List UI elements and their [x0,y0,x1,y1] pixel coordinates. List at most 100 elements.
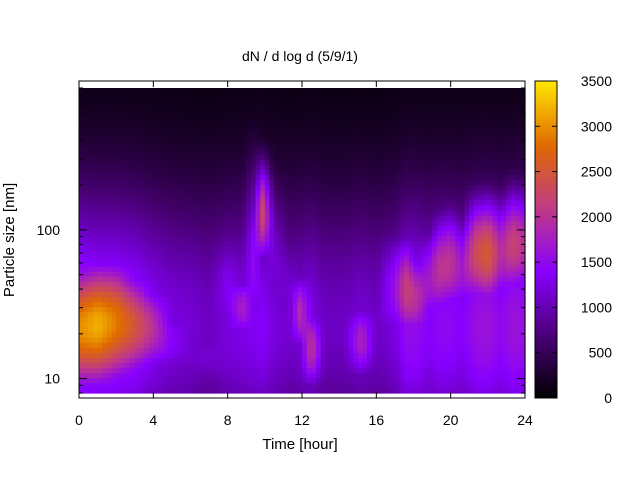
heatmap-cell [380,332,387,338]
heatmap-cell [446,372,452,379]
heatmap-cell [97,113,103,120]
heatmap-cell [92,362,99,369]
heatmap-cell [83,301,89,308]
heatmap-cell [441,337,447,343]
heatmap-cell [236,332,243,338]
heatmap-cell [343,276,350,282]
heatmap-cell [385,347,391,353]
heatmap-cell [264,276,271,282]
heatmap-cell [288,352,294,359]
heatmap-cell [116,164,122,170]
heatmap-cell [376,118,382,125]
heatmap-cell [223,143,229,150]
heatmap-cell [181,337,187,343]
heatmap-cell [153,301,159,308]
heatmap-cell [459,113,466,120]
heatmap-cell [288,332,294,338]
heatmap-cell [195,113,201,120]
heatmap-cell [278,149,285,155]
heatmap-cell [408,326,415,333]
heatmap-cell [144,362,150,369]
heatmap-cell [283,103,289,109]
heatmap-cell [116,98,122,104]
heatmap-cell [288,321,294,328]
heatmap-cell [399,154,405,160]
heatmap-cell [408,382,415,389]
heatmap-cell [250,316,257,323]
heatmap-cell [176,286,182,292]
heatmap-cell [250,377,257,384]
heatmap-cell [353,265,359,272]
heatmap-cell [185,291,192,298]
heatmap-cell [390,138,396,145]
heatmap-cell [432,143,438,150]
heatmap-cell [297,189,303,196]
heatmap-cell [446,199,452,206]
heatmap-cell [144,179,150,186]
heatmap-cell [422,103,429,109]
heatmap-cell [446,210,452,216]
heatmap-cell [144,357,150,364]
heatmap-cell [83,276,89,282]
heatmap-cell [269,184,275,191]
heatmap-cell [394,250,401,257]
heatmap-cell [88,276,94,282]
heatmap-cell [246,235,252,242]
heatmap-cell [195,382,201,389]
heatmap-cell [157,118,164,125]
heatmap-cell [223,169,229,176]
heatmap-cell [139,210,145,216]
heatmap-cell [311,382,317,389]
heatmap-cell [260,149,266,155]
heatmap-cell [130,245,136,252]
heatmap-cell [232,204,238,211]
heatmap-cell [227,149,233,155]
heatmap-cell [371,240,377,247]
heatmap-cell [144,123,150,130]
heatmap-cell [329,184,336,191]
heatmap-cell [236,352,243,359]
heatmap-cell [278,174,285,181]
heatmap-cell [195,260,201,267]
heatmap-cell [102,235,108,242]
heatmap-cell [223,271,229,277]
heatmap-cell [134,291,140,298]
heatmap-cell [88,123,94,130]
heatmap-cell [111,306,117,313]
heatmap-cell [232,271,238,277]
heatmap-cell [329,179,336,186]
heatmap-cell [241,296,247,303]
heatmap-cell [199,204,206,211]
heatmap-cell [227,286,233,292]
heatmap-cell [167,286,173,292]
heatmap-cell [181,311,187,318]
heatmap-cell [408,154,415,160]
heatmap-cell [367,225,373,231]
heatmap-cell [157,230,164,237]
heatmap-cell [413,169,419,176]
heatmap-cell [195,189,201,196]
heatmap-cell [176,204,182,211]
heatmap-cell [255,230,261,237]
heatmap-cell [232,265,238,272]
heatmap-cell [218,372,224,379]
heatmap-cell [181,123,187,130]
heatmap-cell [306,245,312,252]
heatmap-cell [190,225,196,231]
heatmap-cell [171,347,178,353]
heatmap-cell [139,103,145,109]
heatmap-cell [278,230,285,237]
heatmap-cell [288,108,294,115]
heatmap-cell [302,108,308,115]
heatmap-cell [241,189,247,196]
heatmap-cell [79,352,85,359]
heatmap-cell [204,326,210,333]
heatmap-cell [79,174,85,181]
heatmap-cell [97,271,103,277]
heatmap-cell [399,321,405,328]
heatmap-cell [116,169,122,176]
heatmap-cell [83,367,89,374]
heatmap-cell [153,220,159,226]
heatmap-cell [153,367,159,374]
heatmap-cell [306,133,312,140]
